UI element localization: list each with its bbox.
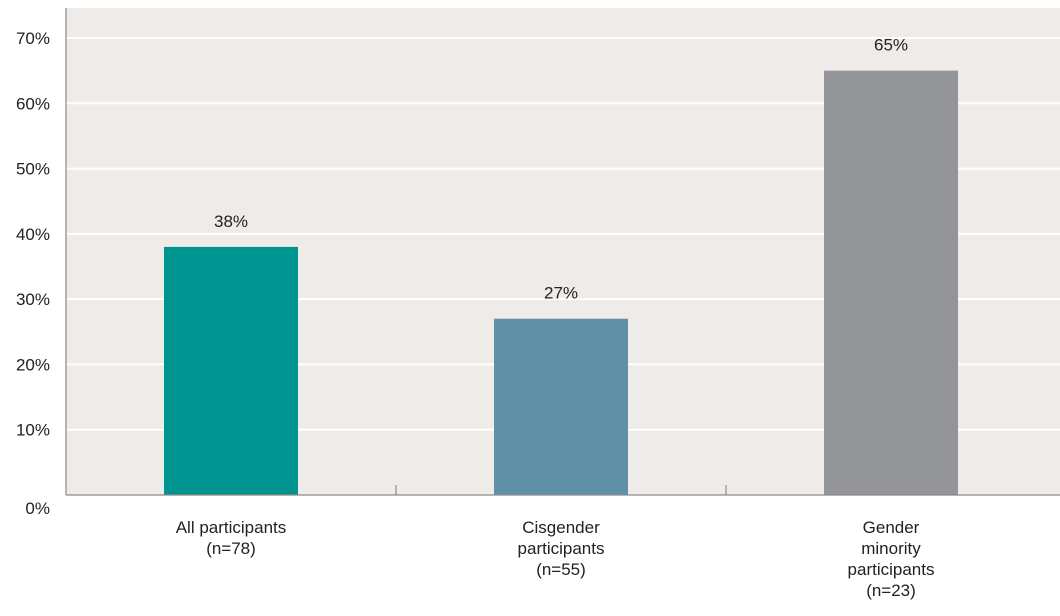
value-labels: 38% 27% 65% bbox=[214, 36, 908, 303]
value-label: 38% bbox=[214, 212, 248, 231]
y-tick-label: 10% bbox=[16, 421, 50, 440]
y-tick-label: 70% bbox=[16, 29, 50, 48]
value-label: 65% bbox=[874, 36, 908, 55]
y-tick-labels: 0% 10% 20% 30% 40% 50% 60% 70% bbox=[16, 29, 50, 518]
bar bbox=[824, 70, 958, 496]
y-tick-label: 0% bbox=[25, 499, 50, 518]
y-tick-label: 50% bbox=[16, 160, 50, 179]
category-labels: All participants (n=78) Cisgender participa… bbox=[176, 518, 935, 600]
axes bbox=[65, 8, 1060, 496]
value-label: 27% bbox=[544, 284, 578, 303]
bar bbox=[494, 318, 628, 495]
bar bbox=[164, 246, 298, 495]
y-tick-label: 60% bbox=[16, 94, 50, 113]
category-label: Gender minority participants (n=23) bbox=[848, 518, 935, 600]
category-label: Cisgender participants (n=55) bbox=[518, 518, 605, 579]
category-label: All participants (n=78) bbox=[176, 518, 287, 558]
y-tick-label: 30% bbox=[16, 290, 50, 309]
bars bbox=[164, 70, 958, 496]
y-tick-label: 20% bbox=[16, 355, 50, 374]
y-tick-label: 40% bbox=[16, 225, 50, 244]
